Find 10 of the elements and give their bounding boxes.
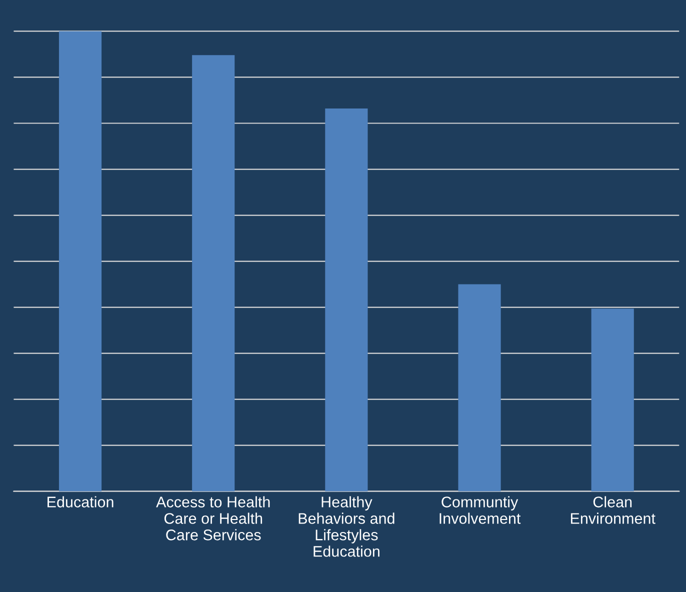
x-tick-label: Communtiy Involvement xyxy=(440,496,521,524)
bar xyxy=(458,284,501,492)
x-tick-label: Clean Environment xyxy=(570,496,656,524)
bar xyxy=(58,31,102,492)
x-tick-label: Healthy Behaviors and Lifestyles Education xyxy=(298,496,394,557)
x-tick-label: Access to Health Care or Health Care Services xyxy=(156,496,270,540)
bar xyxy=(192,55,235,492)
x-tick-label: Education xyxy=(48,496,114,508)
bar xyxy=(591,308,634,492)
bar xyxy=(325,108,368,492)
